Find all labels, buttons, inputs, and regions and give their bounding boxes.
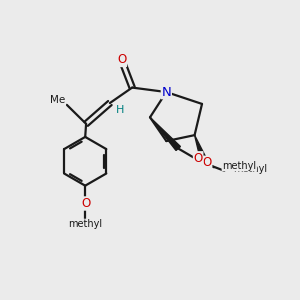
Text: O: O [202, 156, 212, 169]
Polygon shape [195, 135, 208, 165]
Text: N: N [161, 85, 171, 98]
Text: H: H [116, 105, 124, 115]
Text: Me: Me [50, 95, 65, 105]
Text: methyl: methyl [68, 219, 102, 229]
Text: O: O [117, 53, 126, 66]
Text: methyl: methyl [232, 164, 267, 174]
Polygon shape [150, 117, 180, 151]
Text: methyl: methyl [222, 161, 256, 171]
Text: O: O [194, 152, 203, 165]
Text: O: O [81, 197, 90, 210]
